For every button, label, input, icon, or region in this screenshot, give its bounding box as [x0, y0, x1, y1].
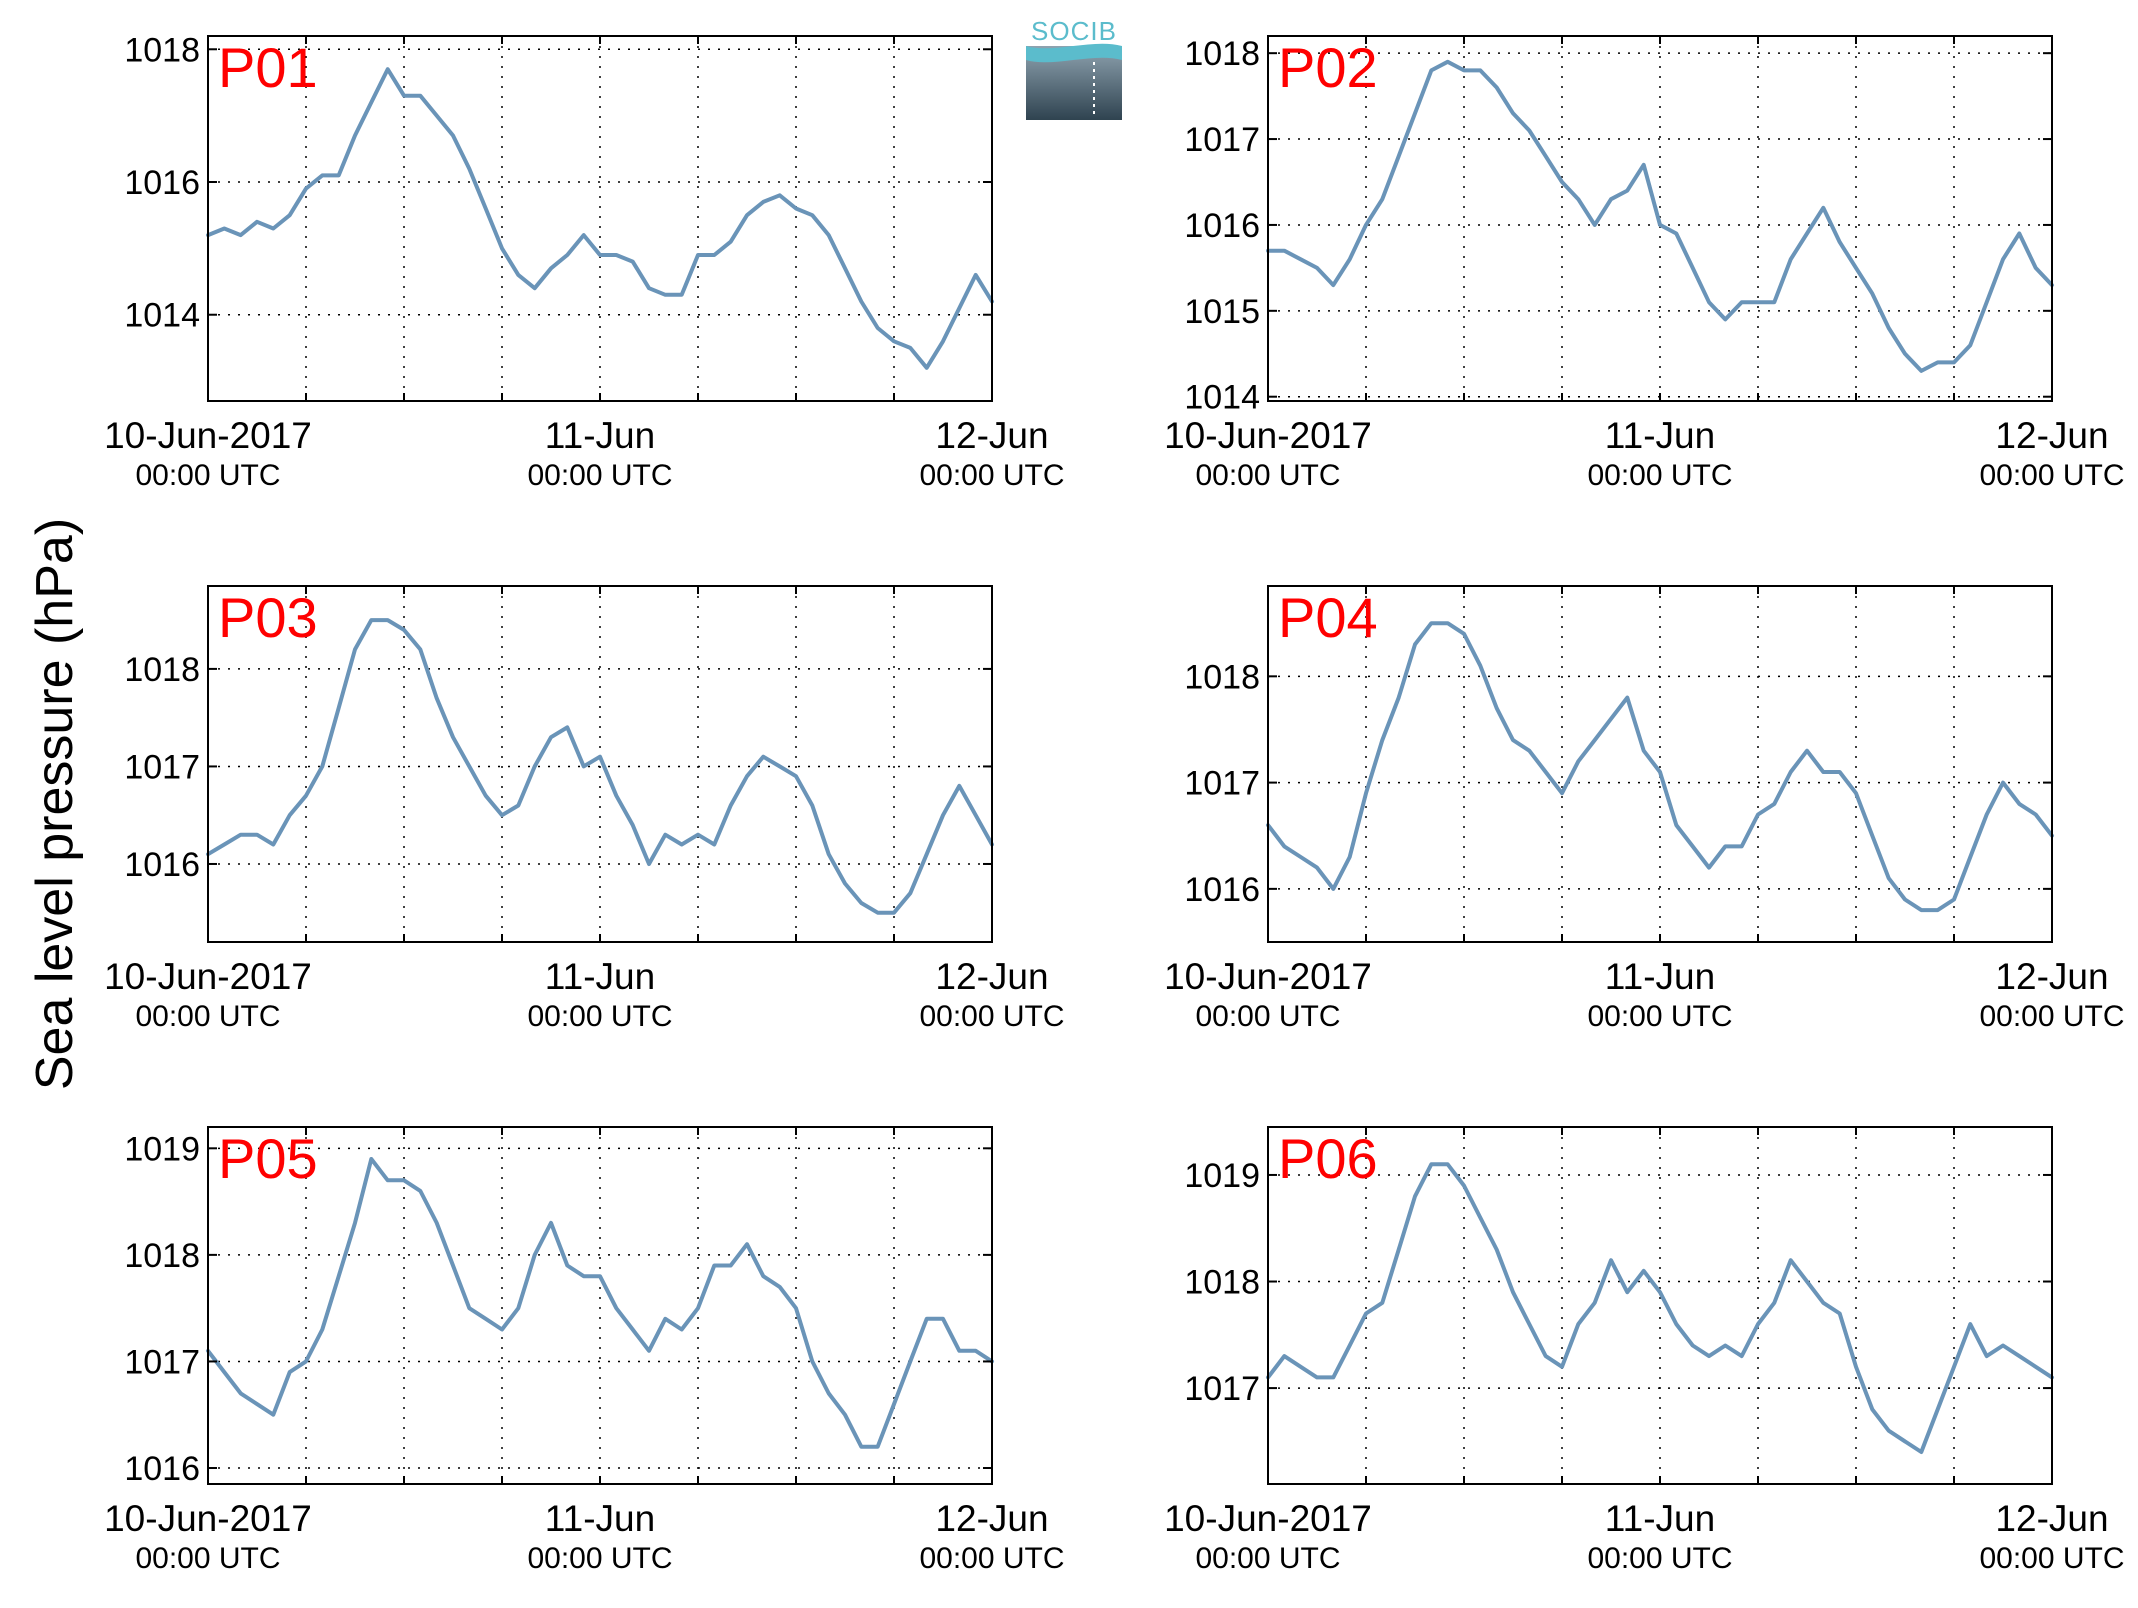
- y-tick-label: 1014: [1184, 379, 1260, 417]
- series-line-p06: [1266, 1162, 2054, 1454]
- x-tick-sublabel: 00:00 UTC: [1587, 459, 1732, 492]
- y-tick-label: 1018: [124, 1237, 200, 1275]
- y-tick-label: 1018: [124, 651, 200, 689]
- x-tick-sublabel: 00:00 UTC: [919, 1542, 1064, 1575]
- y-tick-label: 1018: [124, 31, 200, 69]
- series-line-p01: [206, 67, 994, 370]
- x-tick-label: 10-Jun-2017: [104, 1498, 312, 1539]
- panel-label: P02: [1278, 36, 1378, 99]
- x-tick-label: 11-Jun: [1605, 415, 1715, 456]
- y-tick-label: 1018: [1184, 1264, 1260, 1302]
- y-tick-label: 1017: [1184, 1370, 1260, 1408]
- x-tick-sublabel: 00:00 UTC: [135, 1000, 280, 1033]
- x-tick-sublabel: 00:00 UTC: [135, 1542, 280, 1575]
- x-tick-label: 12-Jun: [1995, 1498, 2108, 1539]
- x-tick-sublabel: 00:00 UTC: [919, 459, 1064, 492]
- x-tick-label: 10-Jun-2017: [1164, 956, 1372, 997]
- x-tick-sublabel: 00:00 UTC: [1979, 1000, 2124, 1033]
- x-tick-sublabel: 00:00 UTC: [919, 1000, 1064, 1033]
- x-tick-label: 10-Jun-2017: [1164, 1498, 1372, 1539]
- x-tick-sublabel: 00:00 UTC: [135, 459, 280, 492]
- x-tick-label: 11-Jun: [545, 1498, 655, 1539]
- x-tick-label: 11-Jun: [545, 956, 655, 997]
- plot-frame: [207, 585, 993, 943]
- y-tick-label: 1019: [124, 1130, 200, 1168]
- y-tick-label: 1016: [1184, 207, 1260, 245]
- series-line-p05: [206, 1157, 994, 1449]
- y-tick-label: 1017: [124, 748, 200, 786]
- x-tick-label: 12-Jun: [935, 1498, 1048, 1539]
- x-tick-label: 11-Jun: [545, 415, 655, 456]
- y-tick-label: 1018: [1184, 35, 1260, 73]
- x-tick-sublabel: 00:00 UTC: [527, 1542, 672, 1575]
- panel-label: P01: [218, 36, 318, 99]
- x-tick-sublabel: 00:00 UTC: [1195, 1000, 1340, 1033]
- plot-frame: [1267, 1126, 2053, 1485]
- plot-frame: [207, 1126, 993, 1485]
- y-tick-label: 1017: [124, 1343, 200, 1381]
- x-tick-sublabel: 00:00 UTC: [1195, 1542, 1340, 1575]
- panel-label: P04: [1278, 586, 1378, 649]
- x-tick-label: 12-Jun: [935, 956, 1048, 997]
- panel-label: P05: [218, 1127, 318, 1190]
- x-tick-label: 12-Jun: [1995, 956, 2108, 997]
- y-tick-label: 1014: [124, 297, 200, 335]
- x-tick-label: 12-Jun: [1995, 415, 2108, 456]
- series-line-p02: [1266, 59, 2054, 373]
- x-tick-label: 12-Jun: [935, 415, 1048, 456]
- logo-text: SOCIB: [1031, 16, 1117, 46]
- x-tick-label: 11-Jun: [1605, 1498, 1715, 1539]
- x-tick-sublabel: 00:00 UTC: [1979, 459, 2124, 492]
- x-tick-label: 10-Jun-2017: [104, 956, 312, 997]
- y-tick-label: 1019: [1184, 1157, 1260, 1195]
- y-tick-label: 1016: [124, 846, 200, 884]
- y-tick-label: 1017: [1184, 121, 1260, 159]
- socib-logo-icon: SOCIB: [1026, 16, 1122, 120]
- figure-y-axis-label: Sea level pressure (hPa): [26, 518, 84, 1090]
- series-line-p03: [206, 618, 994, 915]
- x-tick-sublabel: 00:00 UTC: [1979, 1542, 2124, 1575]
- x-tick-sublabel: 00:00 UTC: [527, 1000, 672, 1033]
- socib-logo: SOCIB: [1023, 16, 1125, 122]
- x-tick-label: 10-Jun-2017: [1164, 415, 1372, 456]
- panel-label: P03: [218, 586, 318, 649]
- x-tick-sublabel: 00:00 UTC: [1587, 1000, 1732, 1033]
- y-tick-label: 1015: [1184, 293, 1260, 331]
- panel-label: P06: [1278, 1127, 1378, 1190]
- y-tick-label: 1017: [1184, 765, 1260, 803]
- y-tick-label: 1016: [124, 1450, 200, 1488]
- y-tick-label: 1016: [1184, 871, 1260, 909]
- x-tick-sublabel: 00:00 UTC: [1587, 1542, 1732, 1575]
- series-line-p04: [1266, 621, 2054, 913]
- y-tick-label: 1016: [124, 164, 200, 202]
- x-tick-label: 10-Jun-2017: [104, 415, 312, 456]
- x-tick-sublabel: 00:00 UTC: [527, 459, 672, 492]
- x-tick-label: 11-Jun: [1605, 956, 1715, 997]
- x-tick-sublabel: 00:00 UTC: [1195, 459, 1340, 492]
- y-tick-label: 1018: [1184, 658, 1260, 696]
